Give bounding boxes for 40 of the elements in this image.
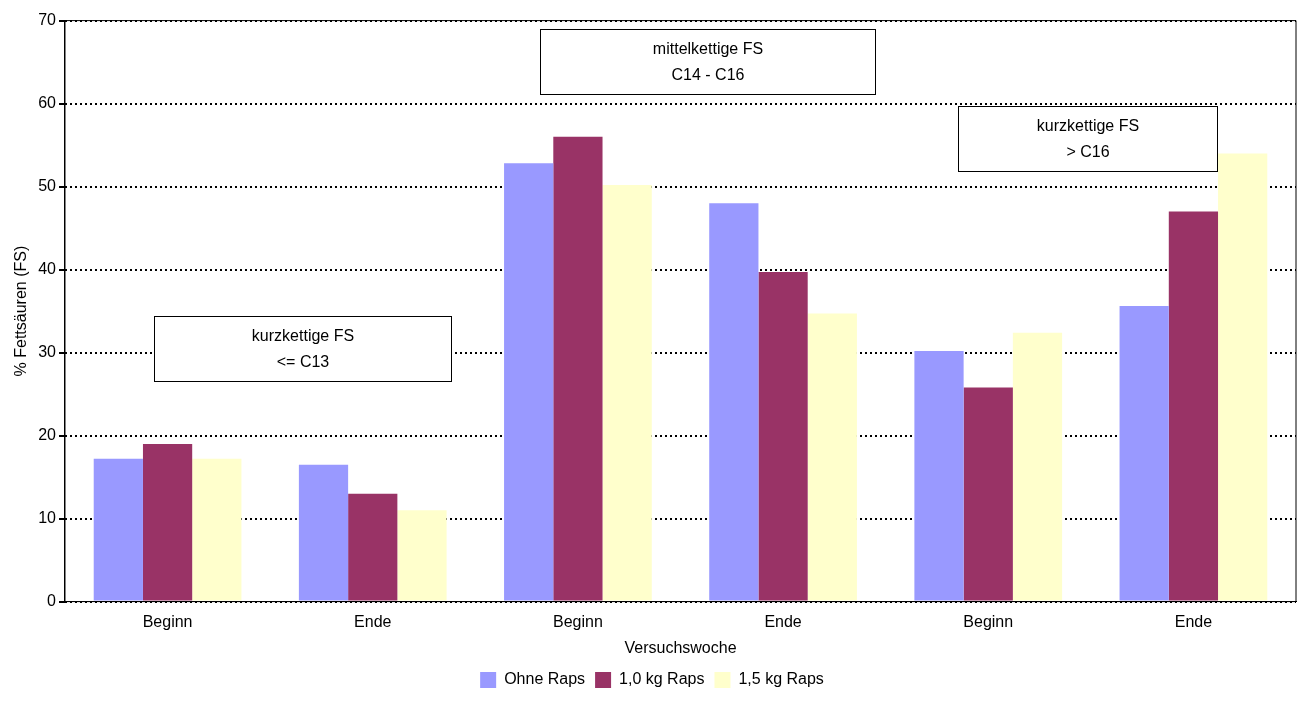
bar [709,203,759,601]
y-tick-label: 60 [38,94,57,112]
y-tick-label: 30 [38,343,57,361]
bar [142,443,193,601]
y-tick-label: 0 [47,592,57,610]
bar [298,464,349,601]
bar [1218,153,1268,601]
x-axis-title: Versuchswoche [624,638,737,656]
text-box: kurzkettige FS <= C13 [154,316,452,382]
y-tick-label: 20 [38,426,57,444]
bar [504,163,554,601]
x-tick-label: Beginn [553,612,603,630]
y-axis-title: % Fettsäuren (FS) [12,245,30,377]
legend-label: 1,5 kg Raps [738,670,824,688]
x-tick-label: Ende [354,612,392,630]
bar [1168,211,1219,601]
text-box: kurzkettige FS > C16 [958,106,1218,172]
x-tick-label: Beginn [963,612,1014,630]
bar [192,458,242,601]
x-tick-label: Ende [1174,612,1213,630]
bar [914,350,964,601]
legend-label: 1,0 kg Raps [619,670,705,688]
bar [1119,306,1169,601]
bar [348,493,398,601]
y-tick-label: 50 [38,177,57,195]
bar [602,184,652,601]
legend-label: Ohne Raps [504,670,586,688]
bar [397,510,447,601]
bar [758,272,808,601]
bar [93,458,143,601]
text-box: mittelkettige FS C14 - C16 [540,29,876,95]
bar [1012,332,1063,601]
x-tick-label: Beginn [142,612,193,630]
y-tick-label: 70 [38,11,57,29]
bar [807,313,857,601]
bar [553,136,603,601]
y-tick-label: 10 [38,509,57,527]
x-tick-label: Ende [764,612,802,630]
y-tick-label: 40 [38,260,57,278]
bar [963,387,1013,601]
